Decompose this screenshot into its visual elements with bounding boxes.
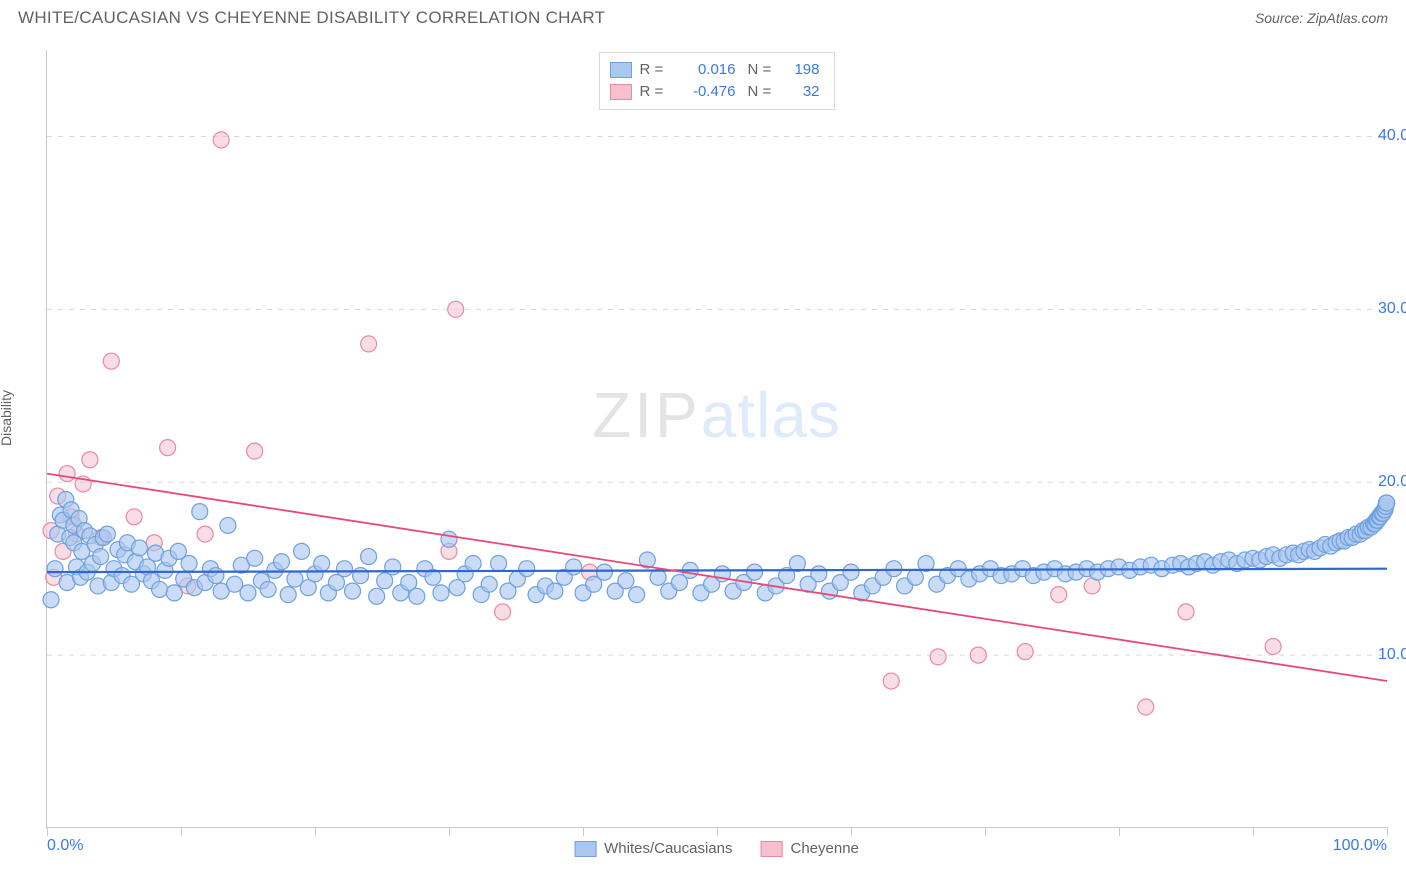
x-tick [315,827,316,836]
x-tick [851,827,852,836]
n-label: N = [748,81,778,103]
x-tick [1387,827,1388,836]
y-tick-label: 30.0% [1378,300,1406,318]
source-attr: Source: ZipAtlas.com [1255,10,1388,26]
swatch-series-a [610,62,632,78]
x-tick [1253,827,1254,836]
x-tick-label: 0.0% [47,837,83,855]
n-value-b: 32 [786,81,820,103]
r-label: R = [640,59,670,81]
legend-label-b: Cheyenne [791,840,859,857]
legend-swatch-a [574,841,596,857]
x-tick [583,827,584,836]
correlation-legend: R = 0.016 N = 198 R = -0.476 N = 32 [599,52,835,110]
y-tick-label: 10.0% [1378,646,1406,664]
x-tick [717,827,718,836]
r-label: R = [640,81,670,103]
x-tick [449,827,450,836]
r-value-a: 0.016 [678,59,736,81]
y-axis-label: Disability [0,390,14,446]
source-prefix: Source: [1255,10,1307,26]
r-value-b: -0.476 [678,81,736,103]
corr-row-series-b: R = -0.476 N = 32 [610,81,820,103]
legend-label-a: Whites/Caucasians [604,840,732,857]
chart-title: WHITE/CAUCASIAN VS CHEYENNE DISABILITY C… [18,8,605,28]
x-tick-label: 100.0% [1333,837,1387,855]
x-tick [985,827,986,836]
corr-row-series-a: R = 0.016 N = 198 [610,59,820,81]
swatch-series-b [610,84,632,100]
x-tick [181,827,182,836]
source-name: ZipAtlas.com [1307,10,1388,26]
legend-item-a: Whites/Caucasians [574,840,732,857]
series-legend: Whites/Caucasians Cheyenne [574,840,859,857]
n-label: N = [748,59,778,81]
x-tick [1119,827,1120,836]
y-tick-label: 40.0% [1378,127,1406,145]
plot-area: ZIPatlas R = 0.016 N = 198 R = -0.476 N … [46,50,1386,828]
legend-item-b: Cheyenne [761,840,859,857]
y-tick-label: 20.0% [1378,473,1406,491]
n-value-a: 198 [786,59,820,81]
legend-swatch-b [761,841,783,857]
scatter-canvas [47,50,1386,827]
x-tick [47,827,48,836]
